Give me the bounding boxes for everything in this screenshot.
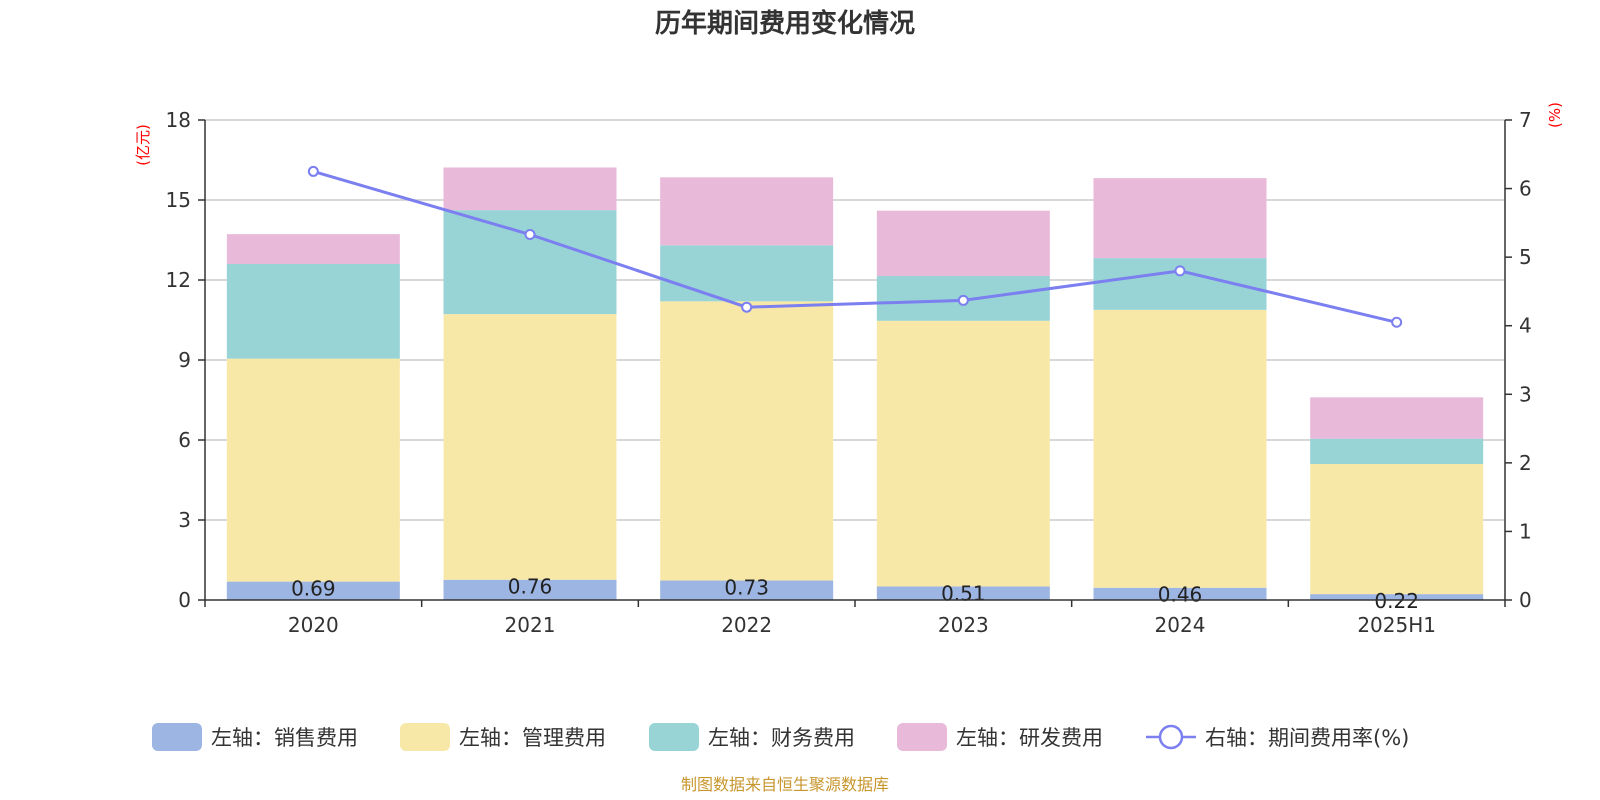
- rate-point: [1174, 265, 1186, 277]
- grid: [205, 119, 1505, 521]
- data-labels: 0.69 0.76 0.73 0.51 0.46 0.22: [291, 575, 1419, 613]
- legend-swatch: [152, 723, 202, 751]
- x-tick-label: 2025H1: [1357, 613, 1436, 637]
- data-label: 0.76: [508, 575, 553, 599]
- bar-segment: [876, 320, 1050, 587]
- bar-segment: [1310, 464, 1484, 595]
- data-label: 0.22: [1374, 589, 1419, 613]
- source-note: 制图数据来自恒生聚源数据库: [681, 775, 889, 794]
- legend-label: 右轴：期间费用率(%): [1205, 726, 1409, 750]
- bar-segment: [443, 579, 617, 600]
- rate-line: [307, 165, 1403, 328]
- bar-segment: [226, 581, 400, 600]
- right-tick-label: 6: [1519, 177, 1532, 201]
- x-tick-label: 2023: [938, 613, 989, 637]
- legend-swatch: [897, 723, 947, 751]
- rate-point: [741, 301, 753, 313]
- bar-segment: [443, 167, 617, 211]
- legend: 左轴：销售费用 左轴：管理费用 左轴：财务费用 左轴：研发费用 右轴：期间费用率(%): [152, 723, 1409, 751]
- right-tick-label: 5: [1519, 245, 1532, 269]
- rate-line-path: [312, 169, 1398, 324]
- left-tick-label: 3: [178, 508, 191, 532]
- rate-point: [524, 229, 536, 241]
- bar-segment: [876, 210, 1050, 276]
- bar-segment: [1093, 309, 1267, 588]
- left-tick-label: 9: [178, 348, 191, 372]
- bar-segment: [1093, 587, 1267, 600]
- bars: [226, 167, 1484, 600]
- bar-segment: [226, 358, 400, 582]
- bar-segment: [443, 210, 617, 315]
- bar-segment: [660, 177, 834, 246]
- bar-segment: [876, 586, 1050, 600]
- data-label: 0.69: [291, 577, 336, 601]
- bar-segment: [660, 301, 834, 581]
- legend-label: 左轴：财务费用: [708, 726, 855, 750]
- legend-swatch: [649, 723, 699, 751]
- chart-title: 历年期间费用变化情况: [655, 8, 915, 39]
- rate-point: [957, 294, 969, 306]
- bar-segment: [660, 580, 834, 600]
- rate-point: [1391, 316, 1403, 328]
- bar-segment: [1310, 438, 1484, 464]
- rate-point: [307, 165, 319, 177]
- left-tick-label: 12: [166, 268, 191, 292]
- data-label: 0.46: [1158, 583, 1203, 607]
- left-axis-unit: (亿元): [134, 124, 152, 166]
- right-tick-label: 3: [1519, 382, 1532, 406]
- bar-segment: [1310, 397, 1484, 439]
- data-label: 0.51: [941, 581, 986, 605]
- right-tick-label: 2: [1519, 451, 1532, 475]
- x-tick-label: 2021: [505, 613, 556, 637]
- legend-label: 左轴：研发费用: [956, 726, 1103, 750]
- right-tick-label: 1: [1519, 519, 1532, 543]
- left-tick-label: 15: [166, 188, 191, 212]
- left-tick-label: 18: [166, 108, 191, 132]
- right-tick-label: 7: [1519, 108, 1532, 132]
- right-tick-label: 0: [1519, 588, 1532, 612]
- legend-label: 左轴：销售费用: [211, 726, 358, 750]
- left-tick-label: 6: [178, 428, 191, 452]
- legend-label: 左轴：管理费用: [459, 726, 606, 750]
- bar-segment: [1310, 594, 1484, 600]
- left-tick-label: 0: [178, 588, 191, 612]
- data-label: 0.73: [724, 576, 769, 600]
- right-axis-unit: (%): [1546, 102, 1564, 128]
- x-tick-label: 2020: [288, 613, 339, 637]
- bar-segment: [226, 264, 400, 359]
- x-tick-label: 2022: [721, 613, 772, 637]
- bar-segment: [1093, 178, 1267, 259]
- legend-swatch: [400, 723, 450, 751]
- x-tick-label: 2024: [1155, 613, 1206, 637]
- right-tick-label: 4: [1519, 314, 1532, 338]
- legend-marker: [1158, 724, 1184, 750]
- bar-segment: [660, 245, 834, 302]
- bar-segment: [226, 234, 400, 264]
- bar-segment: [443, 314, 617, 580]
